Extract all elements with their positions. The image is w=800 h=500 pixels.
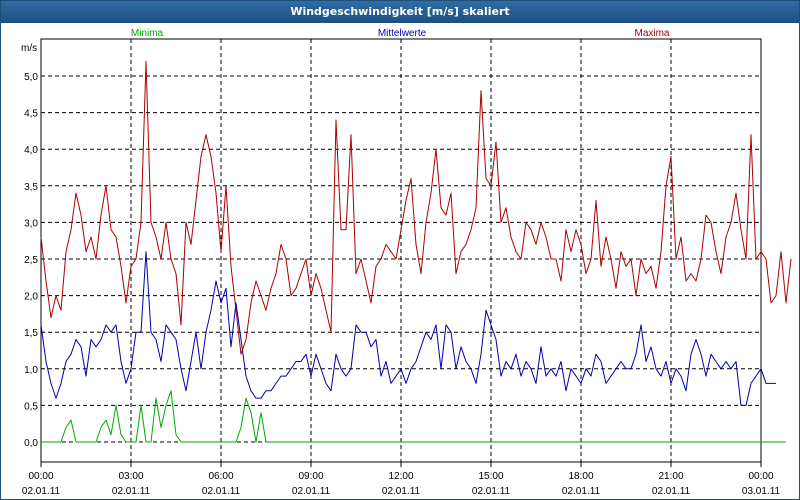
x-tick-date: 02.01.11 [562,486,601,497]
x-tick-time: 03:00 [118,471,143,482]
series-lines [40,60,792,443]
y-tick-label: 3,5 [24,182,38,193]
y-tick-label: 0,5 [24,401,38,412]
series-line-maxima [40,60,792,355]
x-tick-date: 02.01.11 [292,486,331,497]
x-tick-time: 15:00 [478,471,503,482]
x-tick-date: 02.01.11 [112,486,151,497]
x-tick-date: 03.01.11 [742,486,781,497]
x-tick-time: 18:00 [568,471,593,482]
x-tick-date: 02.01.11 [652,486,691,497]
legend-minima: Minima [131,28,164,39]
x-tick-time: 21:00 [658,471,683,482]
y-tick-label: 2,0 [24,292,38,303]
y-tick-label: 2,5 [24,255,38,266]
vertical-gridlines [40,39,762,467]
y-tick-label: 1,0 [24,365,38,376]
series-line-minima [41,390,786,443]
y-tick-labels: 0,0 0,5 1,0 1,5 2,0 2,5 3,0 3,5 4,0 4,5 5,0 [24,72,38,449]
y-tick-label: 4,5 [24,109,38,120]
series-line-mittelwerte [40,251,776,406]
legend-maxima: Maxima [634,28,669,39]
x-tick-time: 12:00 [388,471,413,482]
legend-mittelwerte: Mittelwerte [378,28,427,39]
y-axis-unit: m/s [21,43,37,54]
y-tick-label: 5,0 [24,72,38,83]
y-tick-label: 3,0 [24,218,38,229]
x-tick-time: 00:00 [28,471,53,482]
x-tick-time: 06:00 [208,471,233,482]
y-tick-label: 0,0 [24,438,38,449]
y-tick-label: 1,5 [24,328,38,339]
x-tick-date: 02.01.11 [22,486,61,497]
x-tick-time: 00:00 [748,471,773,482]
y-tick-label: 4,0 [24,145,38,156]
x-tick-date: 02.01.11 [382,486,421,497]
x-tick-date: 02.01.11 [472,486,511,497]
x-tick-date: 02.01.11 [202,486,241,497]
x-tick-time: 09:00 [298,471,323,482]
x-tick-labels: 00:00 02.01.11 03:00 02.01.11 06:00 02.01.11 0… [22,471,781,497]
chart-title: Windgeschwindigkeit [m/s] skaliert [1,1,799,23]
